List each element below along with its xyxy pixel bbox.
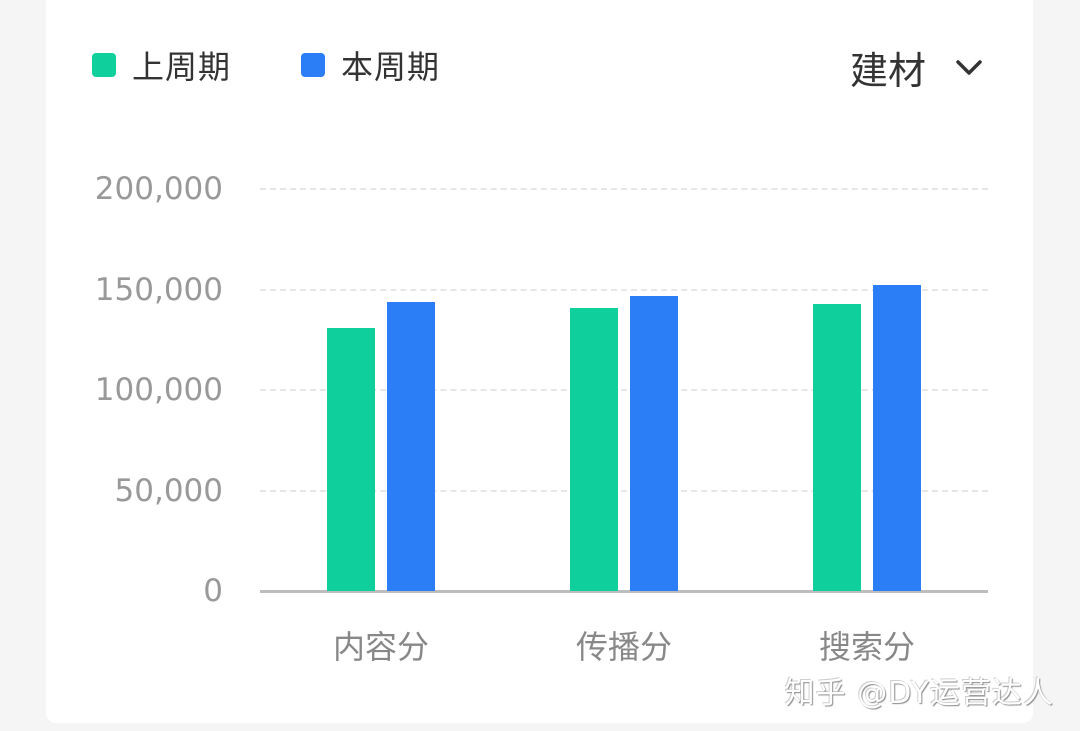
chart-card [46, 0, 1033, 723]
watermark: 知乎 @DY运营达人 [784, 676, 1054, 711]
bar-last-period[interactable] [570, 307, 618, 591]
legend-label: 本周期 [341, 48, 441, 86]
x-axis-category-label: 搜索分 [818, 628, 916, 666]
chevron-down-icon [956, 59, 982, 75]
category-dropdown[interactable]: 建材 [850, 40, 984, 95]
bar-last-period[interactable] [813, 303, 861, 591]
gridline [260, 489, 988, 492]
legend-item-last-period: 上周期 [92, 42, 231, 88]
dropdown-selected-value: 建材 [849, 49, 926, 93]
x-axis-line [260, 590, 988, 593]
bar-this-period[interactable] [630, 295, 678, 591]
y-axis-tick-label: 50,000 [114, 472, 223, 509]
legend-swatch-this-period [301, 53, 326, 77]
y-axis-tick-label: 200,000 [94, 171, 223, 207]
bar-this-period[interactable] [387, 301, 435, 591]
gridline [260, 188, 988, 190]
y-axis-tick-label: 150,000 [94, 271, 223, 308]
bar-this-period[interactable] [873, 285, 921, 591]
x-axis-category-label: 内容分 [332, 628, 430, 666]
x-axis-category-label: 传播分 [575, 628, 673, 666]
y-axis-tick-label: 0 [203, 573, 223, 609]
gridline [260, 389, 988, 391]
bar-last-period[interactable] [327, 327, 375, 591]
legend-item-this-period: 本周期 [301, 42, 440, 88]
legend: 上周期 本周期 [92, 42, 510, 88]
gridline [260, 288, 988, 291]
legend-label: 上周期 [132, 48, 232, 86]
legend-swatch-last-period [92, 53, 116, 77]
y-axis-tick-label: 100,000 [94, 372, 223, 408]
